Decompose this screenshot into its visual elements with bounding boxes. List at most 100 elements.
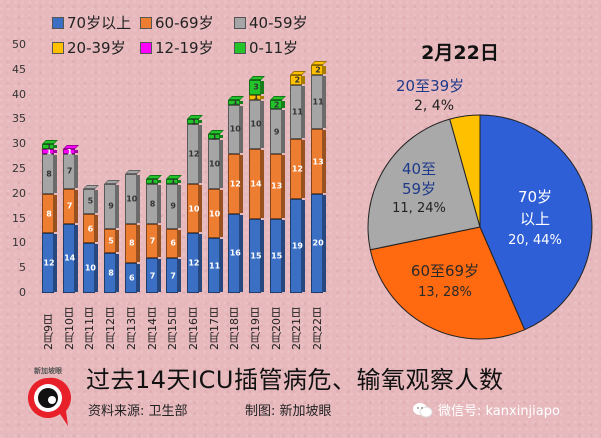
bar-segment-value: 8	[149, 199, 156, 209]
bar-segment: 12	[42, 233, 57, 293]
bar-segment: 12	[186, 124, 202, 184]
bar-segment-value: 13	[312, 157, 324, 167]
bar-segment-value: 2	[273, 100, 280, 109]
bar-segment: 10	[228, 104, 244, 155]
bar-segment: 10	[186, 183, 202, 234]
bar-segment: 7	[166, 258, 182, 293]
bar-segment-side	[322, 65, 327, 74]
bar-segment: 6	[124, 263, 140, 293]
bar-segment-value: 2	[315, 65, 321, 75]
bar-segment: 16	[228, 213, 244, 293]
legend-item: 0-11岁	[234, 37, 298, 58]
bar-segment-value: 1	[46, 142, 52, 152]
bar-segment-value: 13	[271, 181, 283, 191]
bar-segment-side	[322, 130, 327, 193]
bar-segment-side	[301, 140, 306, 198]
bar-segment-side	[218, 135, 223, 139]
legend-label: 40-59岁	[249, 14, 308, 32]
pie-label-40-59: 40至 59岁 11, 24%	[384, 160, 454, 218]
bar-2月16日: 12 10 12 1	[186, 0, 203, 438]
x-tick-label: 2月11日	[83, 307, 97, 350]
x-tick-label: 2月14日	[145, 307, 159, 350]
legend-swatch-icon	[52, 41, 64, 54]
bar-segment-value: 1	[191, 117, 197, 127]
bar-segment: 1	[145, 177, 161, 186]
bar-segment: 5	[104, 228, 120, 254]
pie-label-value: 11, 24%	[392, 201, 446, 216]
bar-segment-side	[73, 150, 78, 154]
bar-segment-side	[301, 85, 306, 139]
bar-segment: 9	[269, 109, 285, 155]
bar-2月22日: 20 13 11 2	[311, 0, 328, 438]
bar-segment-value: 1	[66, 147, 73, 157]
bar-segment-side	[260, 219, 264, 292]
bar-segment: 2	[290, 74, 306, 85]
footer-source: 资料来源: 卫生部	[88, 404, 188, 419]
bar-segment-side	[218, 140, 223, 188]
bar-segment-value: 8	[46, 209, 52, 219]
legend-swatch-icon	[140, 16, 152, 29]
bar-segment: 6	[166, 228, 182, 259]
y-tick-label: 10	[12, 236, 26, 250]
bar-2月11日: 10 6 5	[83, 0, 100, 438]
bar-segment-side	[197, 234, 202, 292]
bar-segment-value: 16	[229, 248, 241, 258]
bar-segment-side	[280, 155, 285, 218]
bar-segment-value: 6	[87, 224, 94, 233]
bar-segment-value: 7	[149, 271, 156, 281]
bar-segment-side	[218, 239, 223, 292]
bar-segment-side	[135, 224, 140, 263]
bar-segment-value: 8	[46, 169, 52, 179]
bar-segment-side	[260, 150, 264, 218]
bar-segment-side	[239, 100, 244, 104]
bar-segment-side	[177, 259, 182, 292]
footer-maker: 制图: 新加坡眼	[245, 404, 332, 419]
bar-segment: 7	[145, 223, 161, 259]
bar-segment-side	[94, 244, 99, 292]
bar-segment-value: 12	[188, 258, 200, 268]
bar-segment-value: 5	[108, 236, 114, 246]
bar-segment-side	[73, 189, 78, 223]
bar-segment: 1	[42, 142, 57, 151]
bar-segment-value: 1	[232, 97, 239, 107]
pie-slice-60至69岁	[369, 226, 526, 340]
x-tick-label: 2月12日	[104, 307, 118, 350]
bar-segment: 3	[249, 79, 264, 95]
bar-segment-side	[177, 229, 182, 258]
legend-item: 12-19岁	[140, 37, 214, 58]
bar-segment: 8	[104, 253, 120, 293]
x-tick-label: 2月16日	[186, 307, 200, 350]
pie-label-value: 13, 28%	[418, 285, 472, 300]
bar-2月17日: 11 10 10 1	[207, 0, 224, 438]
bar-segment-value: 7	[149, 236, 156, 246]
bar-top-cap	[104, 179, 121, 184]
bar-2月13日: 6 8 10	[124, 0, 141, 438]
x-tick-label: 2月17日	[207, 307, 221, 350]
bar-segment-value: 6	[129, 273, 135, 283]
pie-label-60-69: 60至69岁 13, 28%	[390, 262, 500, 302]
bar-top-cap	[290, 70, 307, 75]
bar-segment-side	[260, 80, 264, 94]
x-tick-label: 2月10日	[62, 307, 76, 350]
legend-label: 60-69岁	[155, 14, 214, 32]
bar-segment-side	[197, 184, 202, 233]
bar-2月19日: 15 14 10 1 3	[249, 0, 265, 438]
bar-segment: 1	[249, 93, 264, 102]
bar-segment-value: 12	[43, 258, 55, 268]
x-tick-label: 2月22日	[311, 307, 325, 350]
legend-swatch-icon	[140, 41, 152, 54]
bar-top-cap	[249, 75, 265, 80]
bar-segment-side	[53, 194, 57, 233]
bar-segment: 10	[124, 173, 140, 224]
wechat-id-text: 微信号: kanxinjiapo	[438, 404, 560, 419]
bar-segment-value: 9	[108, 201, 114, 211]
bar-segment-value: 7	[66, 166, 73, 176]
bar-segment-side	[260, 95, 264, 99]
bar-segment-value: 10	[84, 263, 96, 273]
bar-segment-value: 12	[229, 179, 241, 189]
pie-label-name: 40至	[401, 160, 437, 178]
bar-segment-side	[280, 219, 285, 292]
pie-label-name: 70岁	[517, 188, 553, 206]
bar-segment-value: 11	[312, 97, 324, 107]
bar-segment: 12	[228, 154, 244, 214]
